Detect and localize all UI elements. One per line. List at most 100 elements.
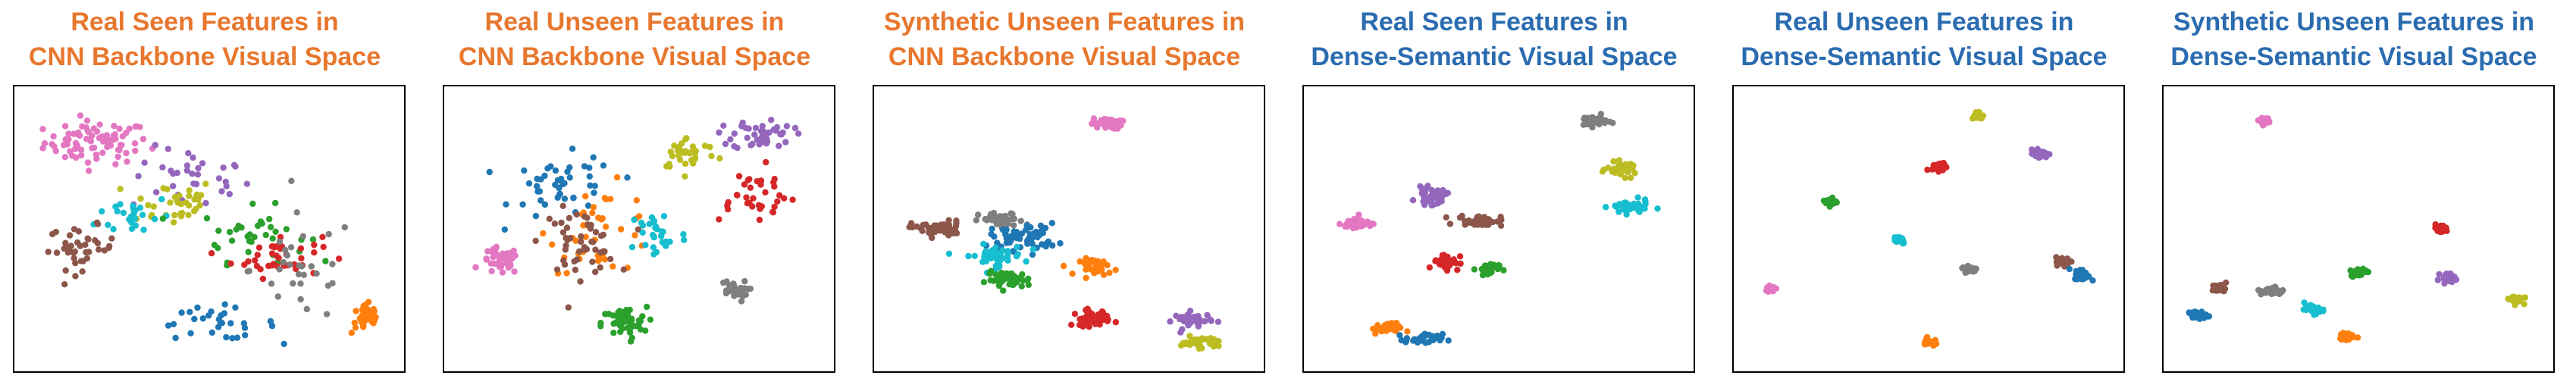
scatter-point-brown — [53, 249, 61, 256]
scatter-point-gray — [1004, 216, 1011, 223]
scatter-point-brown — [64, 249, 72, 256]
scatter-point-brown — [2217, 283, 2223, 290]
scatter-point-gray — [276, 238, 284, 246]
scatter-point-pink — [133, 123, 140, 130]
scatter-point-orange — [1374, 322, 1381, 329]
scatter-point-orange — [2338, 330, 2345, 338]
scatter-point-green — [215, 227, 222, 234]
scatter-point-olive — [1599, 168, 1606, 175]
scatter-point-green — [1018, 283, 1025, 289]
scatter-point-purple — [190, 154, 196, 161]
scatter-point-brown — [920, 221, 926, 229]
scatter-point-red — [336, 255, 343, 262]
scatter-point-brown — [1475, 213, 1482, 220]
scatter-point-green — [644, 303, 650, 311]
scatter-plot-area — [2162, 85, 2555, 373]
scatter-point-cyan — [642, 242, 649, 249]
scatter-point-red — [268, 250, 276, 257]
scatter-point-brown — [558, 219, 565, 227]
scatter-point-green — [322, 258, 329, 264]
scatter-point-cyan — [653, 226, 660, 233]
scatter-point-olive — [150, 203, 157, 210]
scatter-point-brown — [45, 249, 52, 255]
scatter-point-purple — [716, 129, 722, 136]
scatter-point-blue — [988, 230, 995, 238]
scatter-point-pink — [132, 147, 139, 155]
scatter-point-brown — [578, 238, 584, 246]
scatter-point-pink — [61, 154, 69, 161]
scatter-point-orange — [1112, 267, 1119, 274]
scatter-point-pink — [111, 131, 118, 138]
scatter-point-cyan — [1013, 253, 1020, 260]
scatter-point-orange — [1083, 266, 1089, 273]
scatter-point-red — [298, 255, 305, 262]
scatter-point-red — [320, 243, 327, 251]
scatter-point-purple — [1409, 197, 1417, 204]
scatter-point-cyan — [650, 234, 657, 241]
scatter-point-gray — [732, 287, 739, 294]
scatter-point-blue — [227, 320, 234, 327]
scatter-point-orange — [1083, 274, 1089, 282]
scatter-point-brown — [71, 248, 79, 255]
scatter-point-cyan — [680, 231, 687, 238]
scatter-point-brown — [559, 202, 566, 209]
scatter-point-gray — [297, 296, 304, 303]
scatter-point-red — [762, 189, 769, 196]
scatter-point-olive — [676, 156, 684, 164]
scatter-point-cyan — [2300, 306, 2308, 313]
scatter-point-gray — [973, 217, 979, 224]
scatter-point-gray — [741, 285, 748, 292]
scatter-point-cyan — [1634, 194, 1641, 201]
scatter-point-green — [249, 200, 256, 208]
scatter-point-purple — [1428, 186, 1435, 194]
scatter-point-blue — [1045, 238, 1052, 245]
scatter-point-purple — [1167, 318, 1174, 325]
scatter-point-green — [269, 235, 276, 242]
scatter-point-brown — [945, 217, 952, 224]
scatter-point-green — [1001, 274, 1008, 281]
scatter-point-blue — [1396, 332, 1403, 339]
scatter-point-pink — [116, 125, 123, 133]
scatter-point-blue — [2202, 312, 2209, 320]
scatter-point-purple — [731, 130, 738, 137]
scatter-point-gray — [297, 280, 304, 287]
scatter-point-pink — [72, 145, 79, 152]
scatter-point-gray — [982, 216, 989, 223]
scatter-point-purple — [756, 141, 763, 148]
scatter-point-blue — [2079, 267, 2086, 274]
scatter-point-pink — [139, 136, 147, 142]
scatter-point-blue — [1023, 222, 1030, 229]
scatter-point-brown — [61, 281, 68, 288]
scatter-point-cyan — [639, 222, 647, 229]
scatter-point-pink — [472, 264, 479, 271]
scatter-point-blue — [1039, 241, 1045, 248]
scatter-point-green — [1000, 287, 1007, 294]
scatter-point-purple — [759, 123, 766, 130]
scatter-point-pink — [83, 117, 91, 124]
scatter-point-blue — [566, 174, 573, 181]
scatter-point-brown — [566, 214, 573, 221]
scatter-point-pink — [1098, 117, 1105, 124]
scatter-point-purple — [1207, 316, 1214, 323]
chart-title-line-2: CNN Backbone Visual Space — [458, 42, 811, 71]
scatter-point-pink — [114, 153, 121, 161]
scatter-point-orange — [359, 311, 365, 319]
scatter-point-olive — [164, 186, 171, 192]
scatter-point-pink — [114, 146, 122, 153]
scatter-point-brown — [80, 258, 86, 264]
scatter-point-brown — [551, 221, 558, 227]
scatter-point-pink — [99, 149, 106, 156]
scatter-point-purple — [2037, 153, 2044, 161]
scatter-point-purple — [751, 131, 758, 138]
chart-title: Real Unseen Features in Dense-Semantic V… — [1719, 5, 2129, 74]
scatter-point-gray — [287, 244, 295, 251]
scatter-point-red — [241, 261, 248, 268]
scatter-point-olive — [1209, 338, 1216, 345]
scatter-point-pink — [83, 136, 90, 142]
scatter-point-brown — [953, 217, 960, 224]
scatter-point-green — [1490, 261, 1497, 268]
scatter-point-brown — [597, 233, 605, 239]
scatter-point-purple — [185, 150, 192, 157]
chart-panel-real-unseen-dense: Real Unseen Features in Dense-Semantic V… — [1719, 0, 2129, 391]
chart-title-line-1: Synthetic Unseen Features in — [883, 8, 1246, 36]
